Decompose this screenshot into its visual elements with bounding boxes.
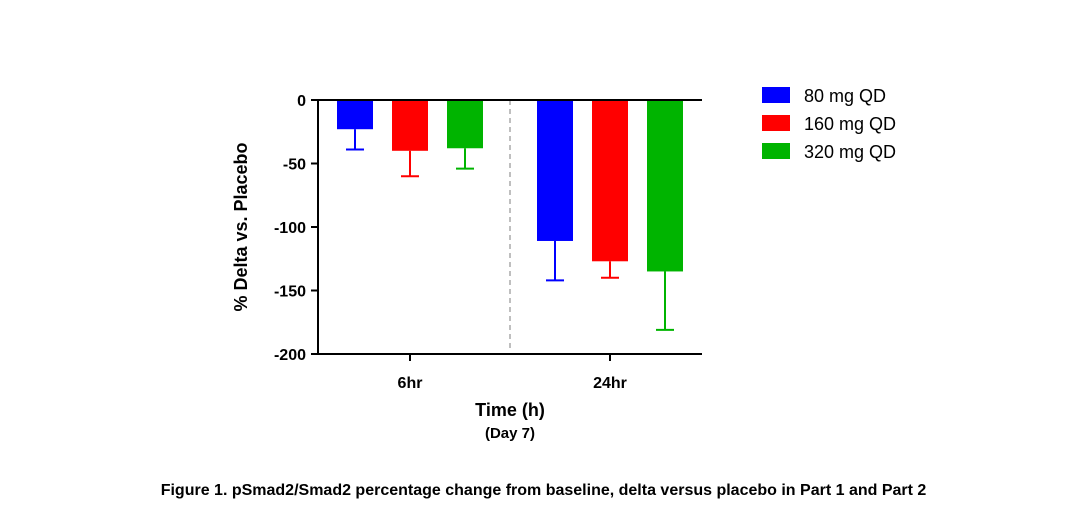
x-category-label: 6hr bbox=[398, 375, 423, 392]
y-tick-label: -100 bbox=[274, 220, 306, 237]
y-tick-label: -200 bbox=[274, 347, 306, 364]
bar-80-mg-qd-6hr bbox=[337, 100, 373, 130]
bar-80-mg-qd-24hr bbox=[537, 100, 573, 241]
legend-label: 320 mg QD bbox=[804, 142, 896, 162]
bar-320-mg-qd-24hr bbox=[647, 100, 683, 272]
legend-swatch bbox=[762, 143, 790, 159]
figure-caption: Figure 1. pSmad2/Smad2 percentage change… bbox=[160, 482, 927, 499]
x-axis-subtitle: (Day 7) bbox=[485, 425, 535, 442]
legend: 80 mg QD 160 mg QD 320 mg QD bbox=[762, 86, 896, 162]
x-ticks-layer: 6hr 24hr bbox=[318, 353, 702, 392]
x-axis-title: Time (h) bbox=[475, 400, 545, 420]
y-axis-title: % Delta vs. Placebo bbox=[231, 142, 251, 311]
y-tick-label: -150 bbox=[274, 284, 306, 301]
bar-160-mg-qd-6hr bbox=[392, 100, 428, 151]
error-bars-layer bbox=[346, 129, 674, 331]
x-category-label: 24hr bbox=[593, 375, 627, 392]
bars-layer bbox=[337, 100, 683, 272]
bar-chart: 0 -50 -100 -150 -200 6hr 24hr % Delta vs. Pla… bbox=[231, 86, 896, 442]
legend-swatch bbox=[762, 87, 790, 103]
y-ticks-layer: 0 -50 -100 -150 -200 bbox=[274, 93, 318, 364]
y-tick-label: 0 bbox=[297, 93, 306, 110]
bar-160-mg-qd-24hr bbox=[592, 100, 628, 262]
legend-label: 160 mg QD bbox=[804, 114, 896, 134]
y-tick-label: -50 bbox=[283, 157, 306, 174]
bar-320-mg-qd-6hr bbox=[447, 100, 483, 149]
legend-swatch bbox=[762, 115, 790, 131]
legend-label: 80 mg QD bbox=[804, 86, 886, 106]
